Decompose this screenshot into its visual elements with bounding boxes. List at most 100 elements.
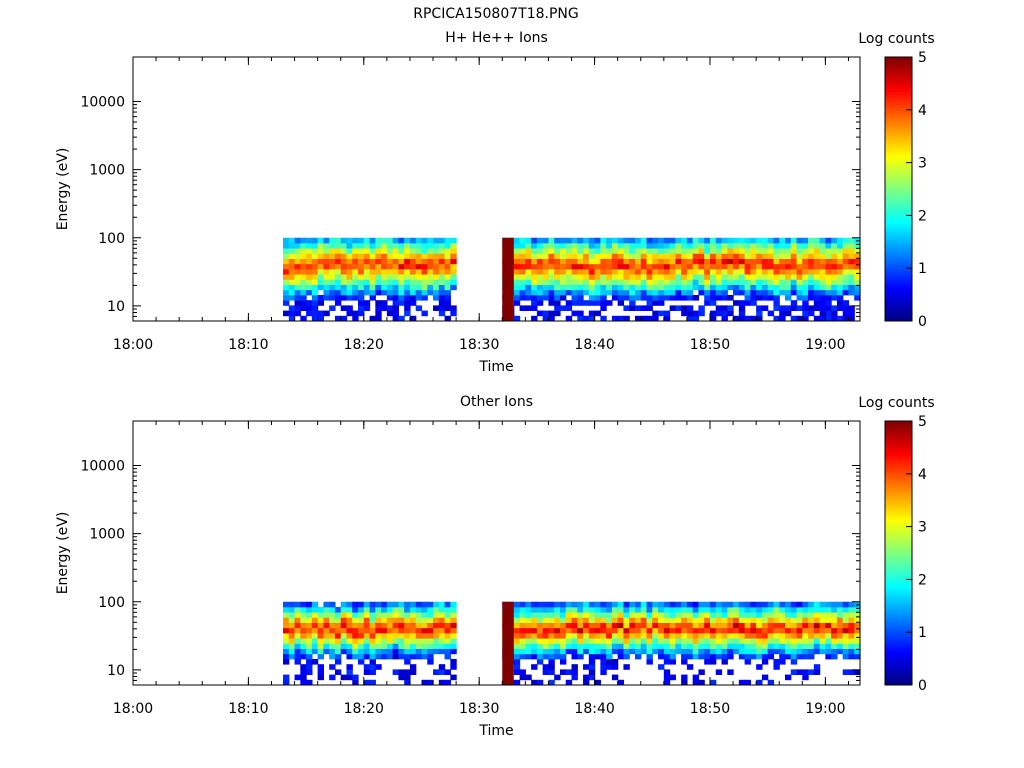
heatmap-cell <box>294 289 301 296</box>
heatmap-cell <box>300 674 307 681</box>
heatmap-cell <box>577 643 584 649</box>
heatmap-cell <box>525 289 532 296</box>
heatmap-cell <box>427 284 434 291</box>
colorbar-segment <box>885 463 912 467</box>
heatmap-cell <box>427 263 434 270</box>
heatmap-cell <box>358 622 365 629</box>
heatmap-cell <box>721 258 728 265</box>
heatmap-cell <box>294 643 301 649</box>
heatmap-cell <box>623 237 630 244</box>
heatmap-cell <box>554 263 561 270</box>
heatmap-cell <box>802 622 809 629</box>
heatmap-cell <box>415 653 423 660</box>
heatmap-cell <box>583 248 590 254</box>
x-tick-label: 18:00 <box>113 337 153 353</box>
heatmap-cell <box>421 258 428 265</box>
heatmap-cell <box>704 237 711 244</box>
heatmap-cell <box>317 643 324 649</box>
heatmap-cell <box>779 284 786 291</box>
heatmap-cell <box>715 310 723 317</box>
colorbar-segment <box>885 141 912 145</box>
heatmap-cell <box>415 258 423 265</box>
heatmap-cell <box>831 648 838 655</box>
heatmap-cell <box>409 268 417 275</box>
heatmap-cell <box>288 648 296 655</box>
heatmap-cell <box>519 289 526 296</box>
heatmap-cell <box>681 648 688 655</box>
heatmap-cell <box>294 242 301 249</box>
heatmap-cell <box>790 253 798 259</box>
colorbar-segment <box>885 183 912 187</box>
heatmap-cell <box>548 274 555 280</box>
heatmap-cell <box>779 622 786 629</box>
heatmap-cell <box>813 664 821 670</box>
heatmap-cell <box>392 289 400 296</box>
heatmap-cell <box>808 237 815 244</box>
heatmap-cell <box>767 242 775 249</box>
heatmap-cell <box>340 294 348 301</box>
heatmap-cell <box>715 242 723 249</box>
heatmap-cell <box>427 279 434 285</box>
heatmap-cell <box>681 674 688 681</box>
heatmap-cell <box>450 601 457 608</box>
colorbar-segment <box>885 497 912 501</box>
heatmap-cell <box>623 258 630 265</box>
heatmap-cell <box>669 622 676 629</box>
heatmap-cell <box>433 622 440 629</box>
heatmap-cell <box>571 627 578 634</box>
colorbar-segment <box>885 289 912 293</box>
heatmap-cell <box>802 248 809 254</box>
heatmap-cell <box>681 617 688 623</box>
heatmap-cell <box>588 601 596 608</box>
heatmap-cell <box>790 612 798 618</box>
heatmap-cell <box>369 612 376 618</box>
heatmap-cell <box>675 268 682 275</box>
x-axis-label: Time <box>478 359 513 375</box>
heatmap-cell <box>577 617 584 623</box>
heatmap-cell <box>323 643 330 649</box>
heatmap-cell <box>427 658 434 665</box>
heatmap-cell <box>369 638 376 644</box>
heatmap-cell <box>681 305 688 311</box>
heatmap-cell <box>358 638 365 644</box>
heatmap-cell <box>623 242 630 249</box>
heatmap-cell <box>317 300 324 306</box>
heatmap-cell <box>744 606 751 613</box>
heatmap-cell <box>525 617 532 623</box>
heatmap-cell <box>669 284 676 291</box>
heatmap-cell <box>363 664 371 670</box>
heatmap-cell <box>404 606 411 613</box>
heatmap-cell <box>652 612 659 618</box>
heatmap-cell <box>836 300 844 306</box>
heatmap-cell <box>375 284 382 291</box>
heatmap-cell <box>808 638 815 644</box>
heatmap-cell <box>669 274 676 280</box>
heatmap-cell <box>588 622 596 629</box>
heatmap-cell <box>658 617 665 623</box>
colorbar-segment <box>885 117 912 121</box>
heatmap-cell <box>346 648 353 655</box>
heatmap-cell <box>842 606 850 613</box>
heatmap-cell <box>738 242 746 249</box>
heatmap-cell <box>634 284 642 291</box>
heatmap-cell <box>854 279 861 285</box>
heatmap-cell <box>398 601 405 608</box>
heatmap-cell <box>796 622 803 629</box>
heatmap-cell <box>444 237 451 244</box>
heatmap-cell <box>513 284 521 291</box>
heatmap-cell <box>629 237 636 244</box>
heatmap-cell <box>306 305 313 311</box>
heatmap-cell <box>306 606 313 613</box>
colorbar-segment <box>885 465 912 470</box>
heatmap-cell <box>450 279 457 285</box>
heatmap-cell <box>600 284 607 291</box>
heatmap-cell <box>554 648 561 655</box>
heatmap-cell <box>611 274 619 280</box>
heatmap-cell <box>686 237 694 244</box>
heatmap-cell <box>617 653 625 660</box>
heatmap-cell <box>404 601 411 608</box>
heatmap-cell <box>317 310 324 317</box>
heatmap-cell <box>450 248 457 254</box>
heatmap-cell <box>854 242 861 249</box>
heatmap-cell <box>542 237 550 244</box>
